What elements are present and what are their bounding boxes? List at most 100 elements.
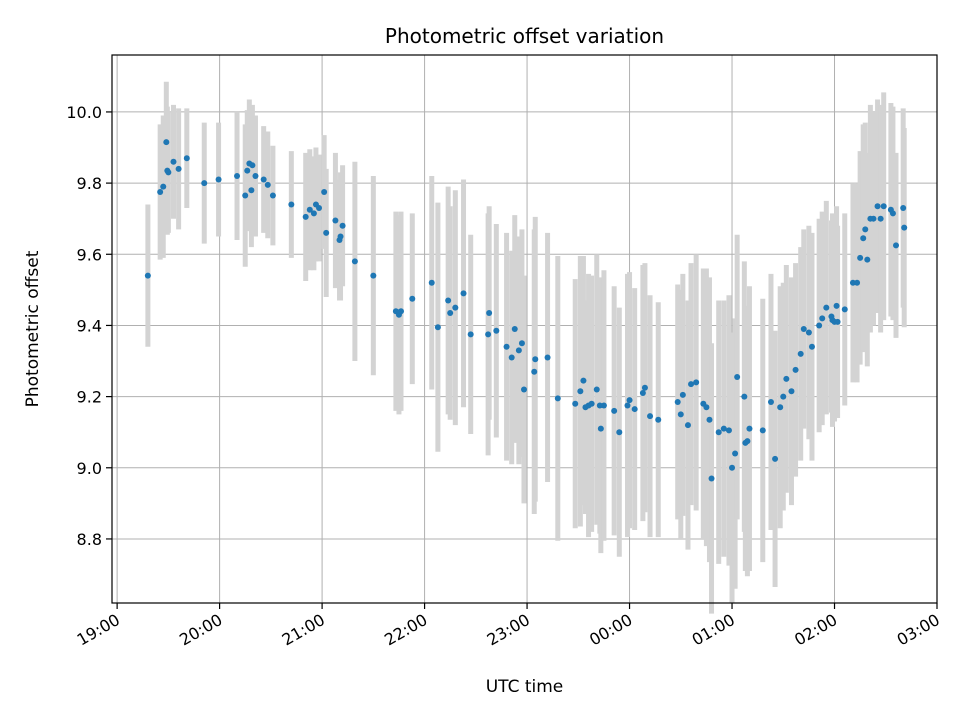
data-point	[759, 427, 766, 434]
data-point	[531, 368, 538, 375]
data-point	[323, 229, 330, 236]
y-tick-label: 9.0	[77, 459, 102, 478]
data-point	[741, 393, 748, 400]
data-point	[600, 402, 607, 409]
data-point	[624, 402, 631, 409]
y-tick-label: 9.6	[77, 245, 102, 264]
data-point	[409, 295, 416, 302]
plot-frame	[111, 54, 938, 604]
data-point	[893, 242, 900, 249]
data-point	[870, 215, 877, 222]
data-point	[244, 167, 251, 174]
data-point	[808, 343, 815, 350]
data-point	[616, 429, 623, 436]
data-point	[201, 180, 208, 187]
data-point	[880, 203, 887, 210]
data-point	[165, 169, 172, 176]
data-point	[655, 416, 662, 423]
data-point	[157, 189, 164, 195]
data-point	[515, 347, 522, 354]
data-point	[823, 304, 830, 311]
data-point	[445, 297, 452, 304]
chart-title: Photometric offset variation	[385, 24, 664, 48]
data-point	[800, 326, 807, 332]
data-point	[854, 279, 861, 286]
data-point	[639, 390, 646, 397]
data-point	[554, 395, 561, 402]
data-point	[310, 210, 317, 217]
y-tick-label: 9.2	[77, 388, 102, 407]
data-point	[732, 450, 739, 457]
data-point	[175, 165, 182, 172]
data-point	[544, 354, 551, 361]
data-point	[677, 411, 684, 418]
data-point	[860, 235, 867, 242]
data-point	[288, 201, 295, 208]
data-point	[783, 375, 790, 382]
data-point	[788, 388, 795, 395]
data-point	[163, 139, 170, 146]
data-point	[242, 192, 249, 199]
data-point	[485, 331, 492, 338]
data-point	[725, 427, 732, 434]
data-point	[693, 379, 700, 386]
data-point	[577, 388, 584, 395]
data-point	[316, 205, 323, 212]
data-point	[511, 326, 518, 332]
data-point	[864, 256, 871, 263]
data-point	[772, 455, 779, 462]
data-point	[684, 422, 691, 429]
y-tick-label: 9.4	[77, 316, 102, 335]
data-point	[777, 404, 784, 411]
data-point	[805, 329, 812, 336]
data-point	[708, 475, 715, 482]
data-point	[729, 464, 736, 471]
data-point	[260, 176, 267, 183]
data-point	[170, 158, 177, 165]
data-point	[252, 172, 259, 179]
data-point	[302, 213, 309, 220]
y-tick-label: 9.8	[77, 174, 102, 193]
data-point	[679, 391, 686, 398]
data-point	[688, 381, 695, 388]
data-point	[493, 327, 500, 334]
data-point	[467, 331, 474, 338]
data-point	[900, 205, 907, 212]
data-point	[597, 425, 604, 432]
data-point	[874, 203, 881, 210]
data-point	[321, 189, 328, 195]
data-point	[833, 302, 840, 309]
data-point	[428, 279, 435, 286]
data-point	[862, 226, 869, 233]
data-point	[452, 304, 459, 311]
data-point	[706, 416, 713, 423]
data-point	[160, 183, 167, 190]
data-point	[306, 206, 313, 213]
data-point	[398, 308, 405, 315]
data-point	[703, 404, 710, 411]
data-point	[720, 425, 727, 432]
data-point	[780, 393, 787, 400]
data-point	[797, 350, 804, 357]
data-points	[144, 139, 908, 482]
data-point	[647, 413, 654, 420]
data-point	[370, 272, 377, 279]
data-point	[572, 400, 579, 407]
data-point	[767, 398, 774, 405]
data-point	[877, 215, 884, 222]
data-point	[641, 384, 648, 391]
data-point	[532, 356, 539, 363]
data-point	[234, 172, 241, 179]
data-point	[215, 176, 222, 183]
data-point	[249, 162, 256, 169]
data-point	[746, 425, 753, 432]
data-point	[520, 386, 527, 393]
data-point	[734, 374, 741, 381]
data-point	[183, 155, 190, 162]
data-point	[486, 309, 493, 316]
data-point	[518, 340, 525, 347]
data-point	[351, 258, 358, 265]
x-axis-title: UTC time	[486, 677, 564, 697]
data-point	[503, 343, 510, 350]
data-point	[841, 306, 848, 313]
